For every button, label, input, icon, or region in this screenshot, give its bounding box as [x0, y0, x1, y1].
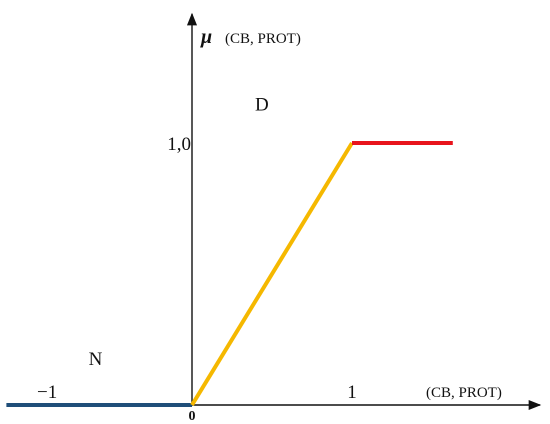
- x-tick-label-1: 1: [347, 382, 357, 403]
- series-line-1: [190, 141, 354, 407]
- x-tick-label-0: 0: [189, 409, 196, 424]
- y-axis-label-symbol: μ: [200, 26, 212, 48]
- annotation-d: D: [255, 95, 269, 116]
- series-layer: [6, 141, 453, 407]
- x-axis-label: (CB, PROT): [426, 385, 502, 401]
- x-tick-label-neg1: −1: [37, 382, 57, 403]
- y-axis-label: (CB, PROT): [225, 31, 301, 47]
- annotation-n: N: [89, 349, 103, 370]
- y-tick-label-1: 1,0: [167, 134, 191, 155]
